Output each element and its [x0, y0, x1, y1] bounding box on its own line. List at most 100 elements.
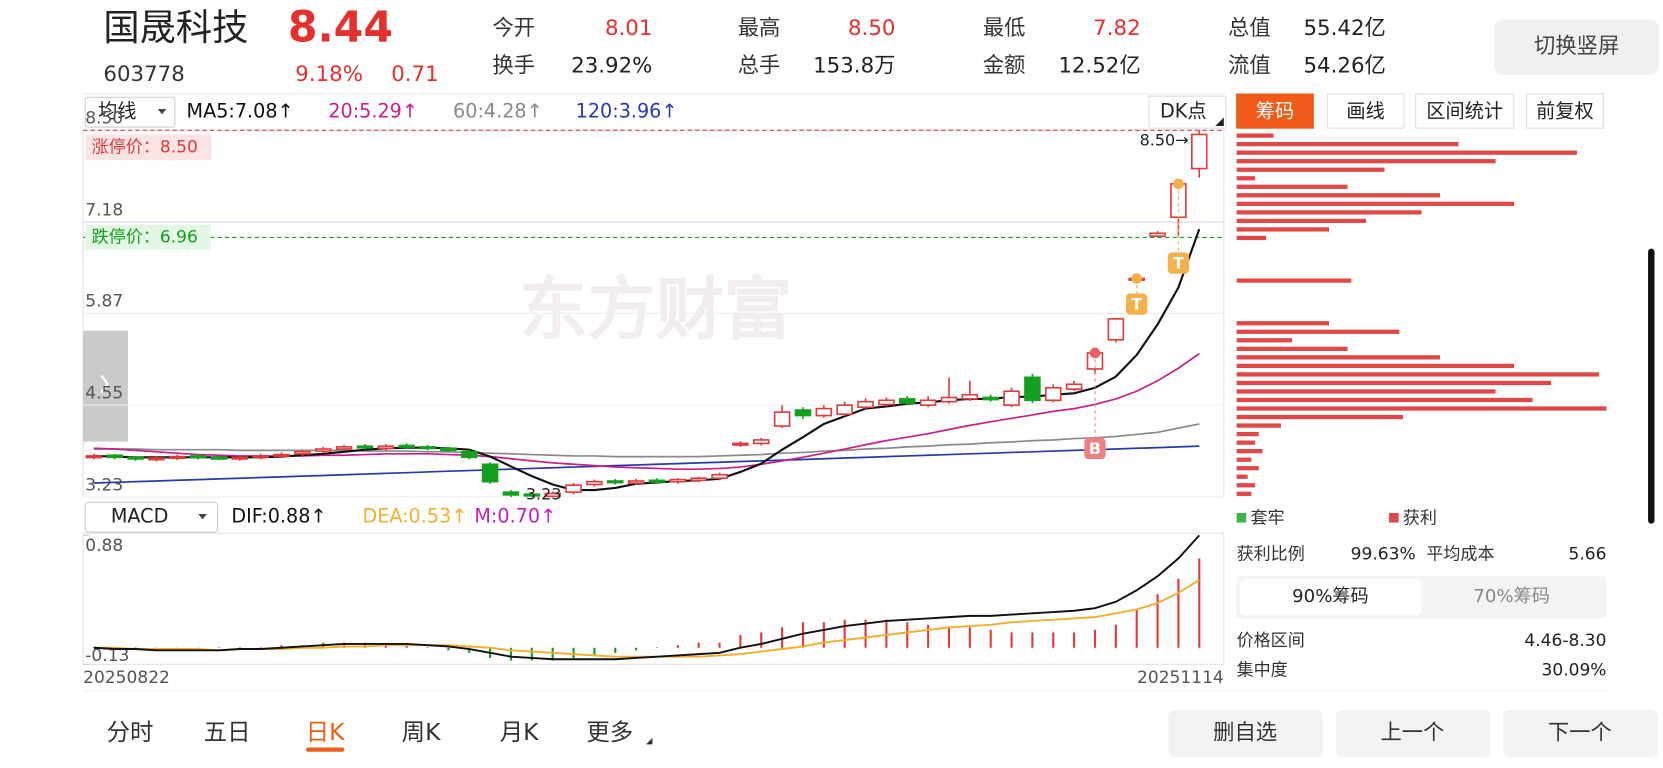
chip-bar: [1236, 474, 1248, 479]
dk-corner: [1215, 117, 1224, 127]
footer-button[interactable]: [1503, 710, 1658, 758]
chart-tab[interactable]: [1526, 93, 1604, 129]
candle-body: [85, 455, 103, 459]
chart-tab[interactable]: [1326, 93, 1405, 129]
macd-tick-label: -0.13: [85, 646, 129, 666]
chip-bar: [1236, 142, 1459, 147]
badge-label: B: [1089, 439, 1101, 458]
candle-body: [398, 444, 415, 448]
stat-value: 54.26亿: [1304, 53, 1386, 78]
y-tick-label: 8.50: [85, 109, 123, 129]
dif-line: [93, 534, 1200, 661]
footer-button-label: 下一个: [1548, 721, 1612, 746]
chip-bar: [1236, 431, 1259, 437]
chip-bar: [1236, 176, 1256, 181]
candle-body: [210, 456, 228, 460]
candle-body: [669, 478, 687, 483]
chip-bar: [1236, 491, 1252, 496]
chip-stat-label: 获利比例: [1237, 545, 1305, 565]
candle-body: [168, 455, 186, 460]
stat-label: 流值: [1228, 53, 1271, 78]
limit-up-label: 涨停价：8.50: [92, 137, 198, 157]
chip-bar: [1236, 227, 1330, 232]
profit-label: 获利: [1403, 508, 1437, 528]
ma-legend: 20:5.29↑: [328, 100, 418, 123]
chart-tab[interactable]: [1236, 93, 1314, 129]
y-tick-label: 5.87: [85, 292, 123, 312]
chart-tab-label: 区间统计: [1426, 100, 1503, 123]
chart-tab[interactable]: [1415, 93, 1515, 129]
loss-label: 套牢: [1250, 508, 1284, 528]
candle-body: [148, 457, 165, 461]
badge-dot: [1131, 273, 1143, 284]
footer-button-label: 上一个: [1381, 721, 1445, 746]
macd-legend: M:0.70↑: [474, 505, 556, 528]
chip-bar: [1236, 423, 1281, 428]
period-tab: 分时: [107, 718, 154, 746]
chip-bar: [1236, 329, 1400, 334]
candle-body: [460, 450, 478, 459]
candle-body: [314, 448, 332, 452]
stat-value: 8.01: [605, 16, 652, 41]
chip-bar: [1236, 201, 1515, 206]
macd-legend: DEA:0.53↑: [362, 505, 467, 528]
candle-body: [753, 439, 770, 445]
dk-button[interactable]: [1148, 95, 1227, 129]
chip-stat-value: 5.66: [1569, 545, 1607, 565]
stat-label: 最高: [738, 16, 781, 41]
candle-body: [1149, 232, 1166, 237]
watermark: 东方财富: [519, 271, 792, 350]
chip-bar: [1236, 133, 1274, 138]
chip-bar: [1236, 167, 1385, 172]
chip-bar: [1236, 150, 1577, 155]
candle-body: [544, 492, 561, 498]
chart-tab-label: 画线: [1346, 100, 1384, 123]
candle-body: [732, 442, 749, 446]
macd-select[interactable]: [84, 501, 219, 533]
chip-bar: [1236, 210, 1422, 215]
ma-line: [93, 445, 1200, 484]
more-corner: [646, 737, 653, 745]
dropdown-arrow: [198, 514, 207, 520]
indicator-select[interactable]: [84, 96, 176, 128]
candle-body: [1045, 386, 1062, 402]
candle-body: [815, 407, 833, 417]
footer-button[interactable]: [1168, 710, 1323, 758]
chip-bar: [1236, 406, 1607, 411]
chip-bar: [1236, 457, 1252, 462]
footer-button[interactable]: [1335, 710, 1491, 758]
candle-body: [335, 446, 353, 450]
chip-stat-value: 99.63%: [1351, 545, 1416, 565]
macd-frame: [82, 532, 1225, 665]
chip-bar: [1236, 338, 1293, 343]
candle-body: [356, 445, 374, 449]
orient-button[interactable]: [1494, 19, 1659, 75]
chip-bar: [1236, 184, 1348, 189]
chip-bar: [1236, 363, 1515, 369]
chip-bar: [1236, 159, 1496, 164]
candle-body: [1065, 383, 1083, 390]
chip-tab-active[interactable]: [1239, 579, 1422, 616]
chip-bar: [1236, 466, 1259, 471]
badge: [1167, 252, 1190, 274]
stat-value: 55.42亿: [1304, 16, 1386, 41]
limit-up-box: [85, 134, 212, 161]
chip-bar: [1236, 321, 1330, 326]
period-underline: [305, 747, 345, 752]
candle-body: [440, 447, 457, 452]
chip-bar: [1236, 440, 1256, 445]
chip-bar: [1236, 346, 1348, 351]
candle-body: [565, 484, 582, 493]
chip-tab-label: 90%筹码: [1292, 586, 1368, 607]
stat-value: 23.92%: [571, 53, 652, 78]
stat-label: 总手: [738, 53, 781, 78]
side-arrow: [100, 374, 110, 394]
stat-label: 总值: [1228, 16, 1271, 41]
candle-body: [273, 453, 290, 457]
candle-body: [419, 446, 436, 450]
ma-line: [93, 423, 1200, 458]
change: 0.71: [391, 62, 438, 87]
